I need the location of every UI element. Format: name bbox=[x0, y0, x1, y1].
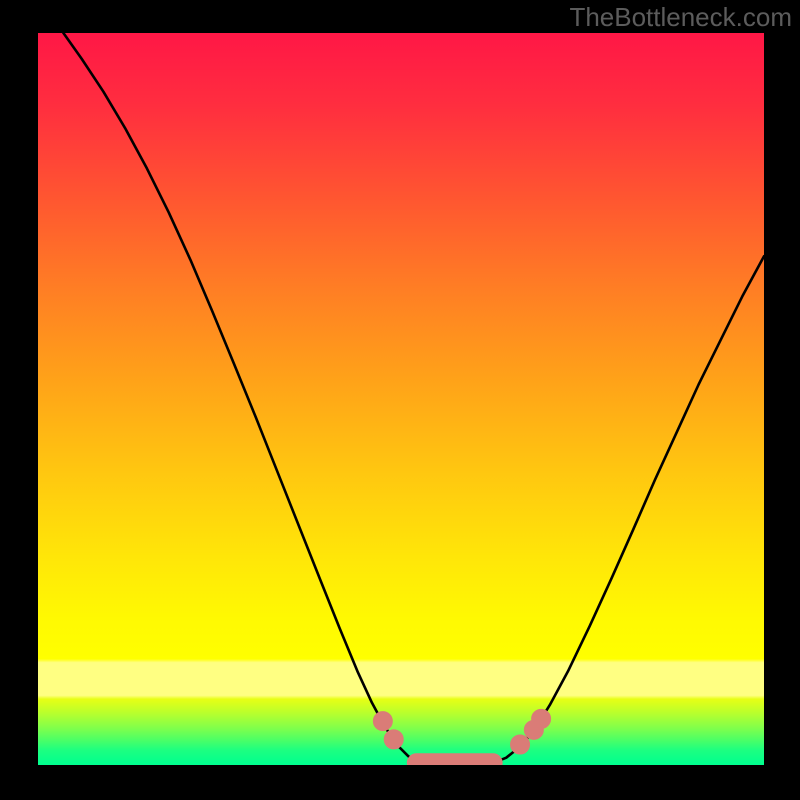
marker-point bbox=[511, 735, 530, 754]
attribution-label: TheBottleneck.com bbox=[569, 2, 792, 33]
plot-svg bbox=[38, 33, 764, 765]
plot-area bbox=[38, 33, 764, 765]
plot-background bbox=[38, 33, 764, 765]
marker-point bbox=[373, 712, 392, 731]
optimal-range-pill bbox=[407, 753, 503, 765]
chart-stage: TheBottleneck.com bbox=[0, 0, 800, 800]
marker-point bbox=[384, 730, 403, 749]
marker-point bbox=[532, 709, 551, 728]
